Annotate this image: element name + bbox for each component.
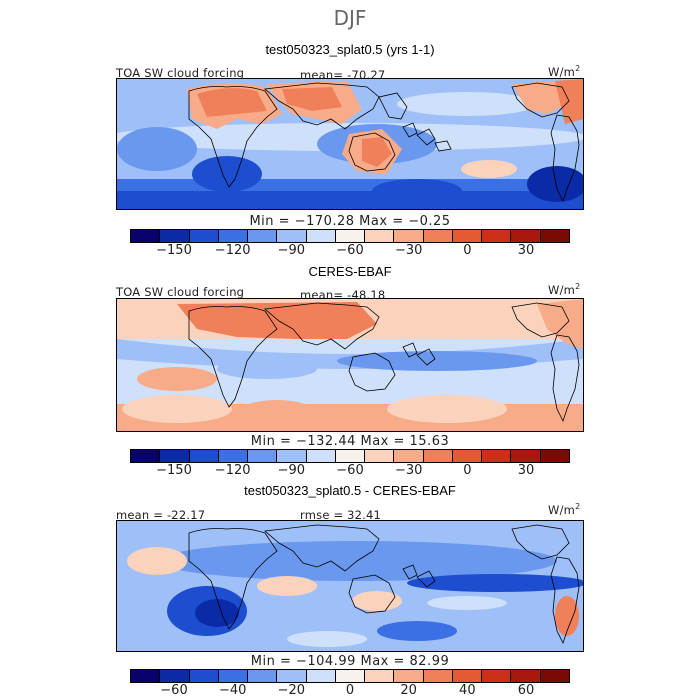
colorbar-tick-label: 60 — [517, 683, 535, 698]
panel-3-map-svg — [117, 521, 583, 651]
colorbar-tick-label: −90 — [277, 243, 306, 258]
colorbar-cell — [482, 230, 512, 242]
colorbar-tick-label: 30 — [517, 463, 535, 478]
colorbar-cell — [452, 670, 483, 682]
colorbar-tick-label: −20 — [277, 683, 306, 698]
colorbar-tick-label: 0 — [345, 683, 355, 698]
panel-2-map-svg — [117, 299, 583, 431]
colorbar-tick-label: 0 — [463, 243, 472, 258]
colorbar-cell — [218, 230, 249, 242]
colorbar-cell — [511, 450, 541, 462]
colorbar-cell — [540, 450, 569, 462]
colorbar-cell — [511, 670, 541, 682]
panel-2-colorbar — [130, 449, 570, 463]
colorbar-cell — [394, 230, 424, 242]
panel-3-title: test050323_splat0.5 - CERES-EBAF — [244, 483, 456, 498]
colorbar-cell — [423, 670, 453, 682]
panel-2-map — [116, 298, 584, 432]
colorbar-tick-label: −90 — [277, 463, 306, 478]
panel-1-map — [116, 78, 584, 210]
colorbar-cell — [160, 670, 190, 682]
colorbar-cell — [335, 230, 366, 242]
panel-1-minmax: Min = −170.28 Max = −0.25 — [249, 214, 451, 229]
colorbar-cell — [160, 450, 190, 462]
panel-3-map — [116, 520, 584, 652]
colorbar-cell — [540, 670, 569, 682]
colorbar-cell — [189, 230, 219, 242]
colorbar-cell — [365, 230, 395, 242]
colorbar-cell — [335, 450, 366, 462]
season-title: DJF — [333, 6, 367, 30]
colorbar-tick-label: −150 — [156, 243, 192, 258]
colorbar-cell — [365, 670, 395, 682]
colorbar-cell — [394, 670, 424, 682]
panel-1-units: W/m2 — [548, 64, 581, 79]
colorbar-cell — [131, 230, 161, 242]
panel-1-map-svg — [117, 79, 583, 209]
panel-1-title: test050323_splat0.5 (yrs 1-1) — [265, 42, 435, 57]
colorbar-tick-label: −60 — [160, 683, 188, 698]
colorbar-cell — [482, 450, 512, 462]
colorbar-tick-label: −60 — [336, 243, 364, 258]
panel-3-mean: mean = -22.17 — [116, 508, 206, 522]
colorbar-tick-label: −40 — [218, 683, 247, 698]
panel-2-units: W/m2 — [548, 282, 581, 297]
colorbar-cell — [540, 230, 569, 242]
colorbar-cell — [306, 230, 336, 242]
colorbar-cell — [189, 670, 219, 682]
colorbar-tick-label: 20 — [400, 683, 417, 698]
colorbar-cell — [248, 670, 278, 682]
colorbar-cell — [277, 670, 307, 682]
colorbar-cell — [511, 230, 541, 242]
colorbar-cell — [248, 450, 278, 462]
panel-3-rmse: rmse = 32.41 — [300, 508, 382, 522]
colorbar-cell — [131, 670, 161, 682]
panel-3-units: W/m2 — [548, 502, 581, 517]
colorbar-cell — [452, 230, 483, 242]
colorbar-cell — [335, 670, 366, 682]
colorbar-cell — [306, 670, 336, 682]
colorbar-cell — [277, 230, 307, 242]
colorbar-tick-label: −120 — [214, 243, 251, 258]
colorbar-tick-label: −120 — [214, 463, 251, 478]
panel-3-minmax: Min = −104.99 Max = 82.99 — [250, 654, 450, 669]
panel-2-title: CERES-EBAF — [308, 264, 392, 279]
colorbar-cell — [189, 450, 219, 462]
colorbar-cell — [482, 670, 512, 682]
colorbar-cell — [277, 450, 307, 462]
panel-2-variable: TOA SW cloud forcing — [116, 285, 245, 299]
panel-3-colorbar — [130, 669, 570, 683]
panel-2-minmax: Min = −132.44 Max = 15.63 — [250, 434, 450, 449]
colorbar-cell — [248, 230, 278, 242]
colorbar-cell — [423, 450, 453, 462]
colorbar-cell — [423, 230, 453, 242]
colorbar-tick-label: −30 — [394, 243, 423, 258]
colorbar-tick-label: −60 — [336, 463, 364, 478]
colorbar-cell — [160, 230, 190, 242]
colorbar-tick-label: −150 — [156, 463, 192, 478]
colorbar-tick-label: 0 — [463, 463, 472, 478]
colorbar-cell — [452, 450, 483, 462]
panel-1-colorbar — [130, 229, 570, 243]
colorbar-cell — [218, 670, 249, 682]
colorbar-tick-label: −30 — [394, 463, 423, 478]
colorbar-cell — [131, 450, 161, 462]
colorbar-cell — [306, 450, 336, 462]
colorbar-tick-label: 40 — [459, 683, 476, 698]
panel-1-variable: TOA SW cloud forcing — [116, 66, 245, 80]
colorbar-cell — [365, 450, 395, 462]
colorbar-tick-label: 30 — [517, 243, 535, 258]
colorbar-cell — [218, 450, 249, 462]
colorbar-cell — [394, 450, 424, 462]
